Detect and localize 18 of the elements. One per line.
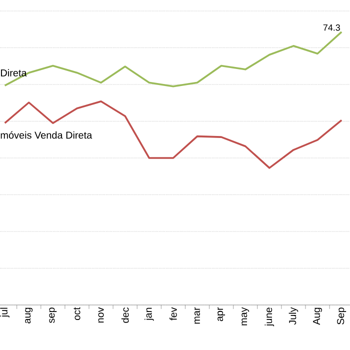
series-label: móveis Venda Direta xyxy=(0,131,92,139)
x-tick-label: jan xyxy=(144,308,154,321)
x-tick-label: July xyxy=(288,307,298,325)
x-tick-label: apr xyxy=(218,307,226,322)
x-tick-label: aug xyxy=(25,308,33,324)
series-label: Direta xyxy=(1,69,27,76)
x-tick-label: fev xyxy=(170,307,177,320)
x-tick-label: jul xyxy=(0,308,10,318)
x-tick-label: mar xyxy=(194,307,200,324)
x-tick-label: may xyxy=(242,307,250,326)
x-tick-label: Sep xyxy=(337,308,346,324)
data-label: 74.3 xyxy=(323,24,340,31)
x-tick-label: Aug xyxy=(313,308,322,325)
x-tick-label: dec xyxy=(121,307,129,323)
x-tick-label: june xyxy=(264,308,274,326)
x-tick-label: nov xyxy=(98,307,104,323)
x-tick-label: oct xyxy=(74,307,80,320)
x-tick-label: sep xyxy=(49,308,57,323)
